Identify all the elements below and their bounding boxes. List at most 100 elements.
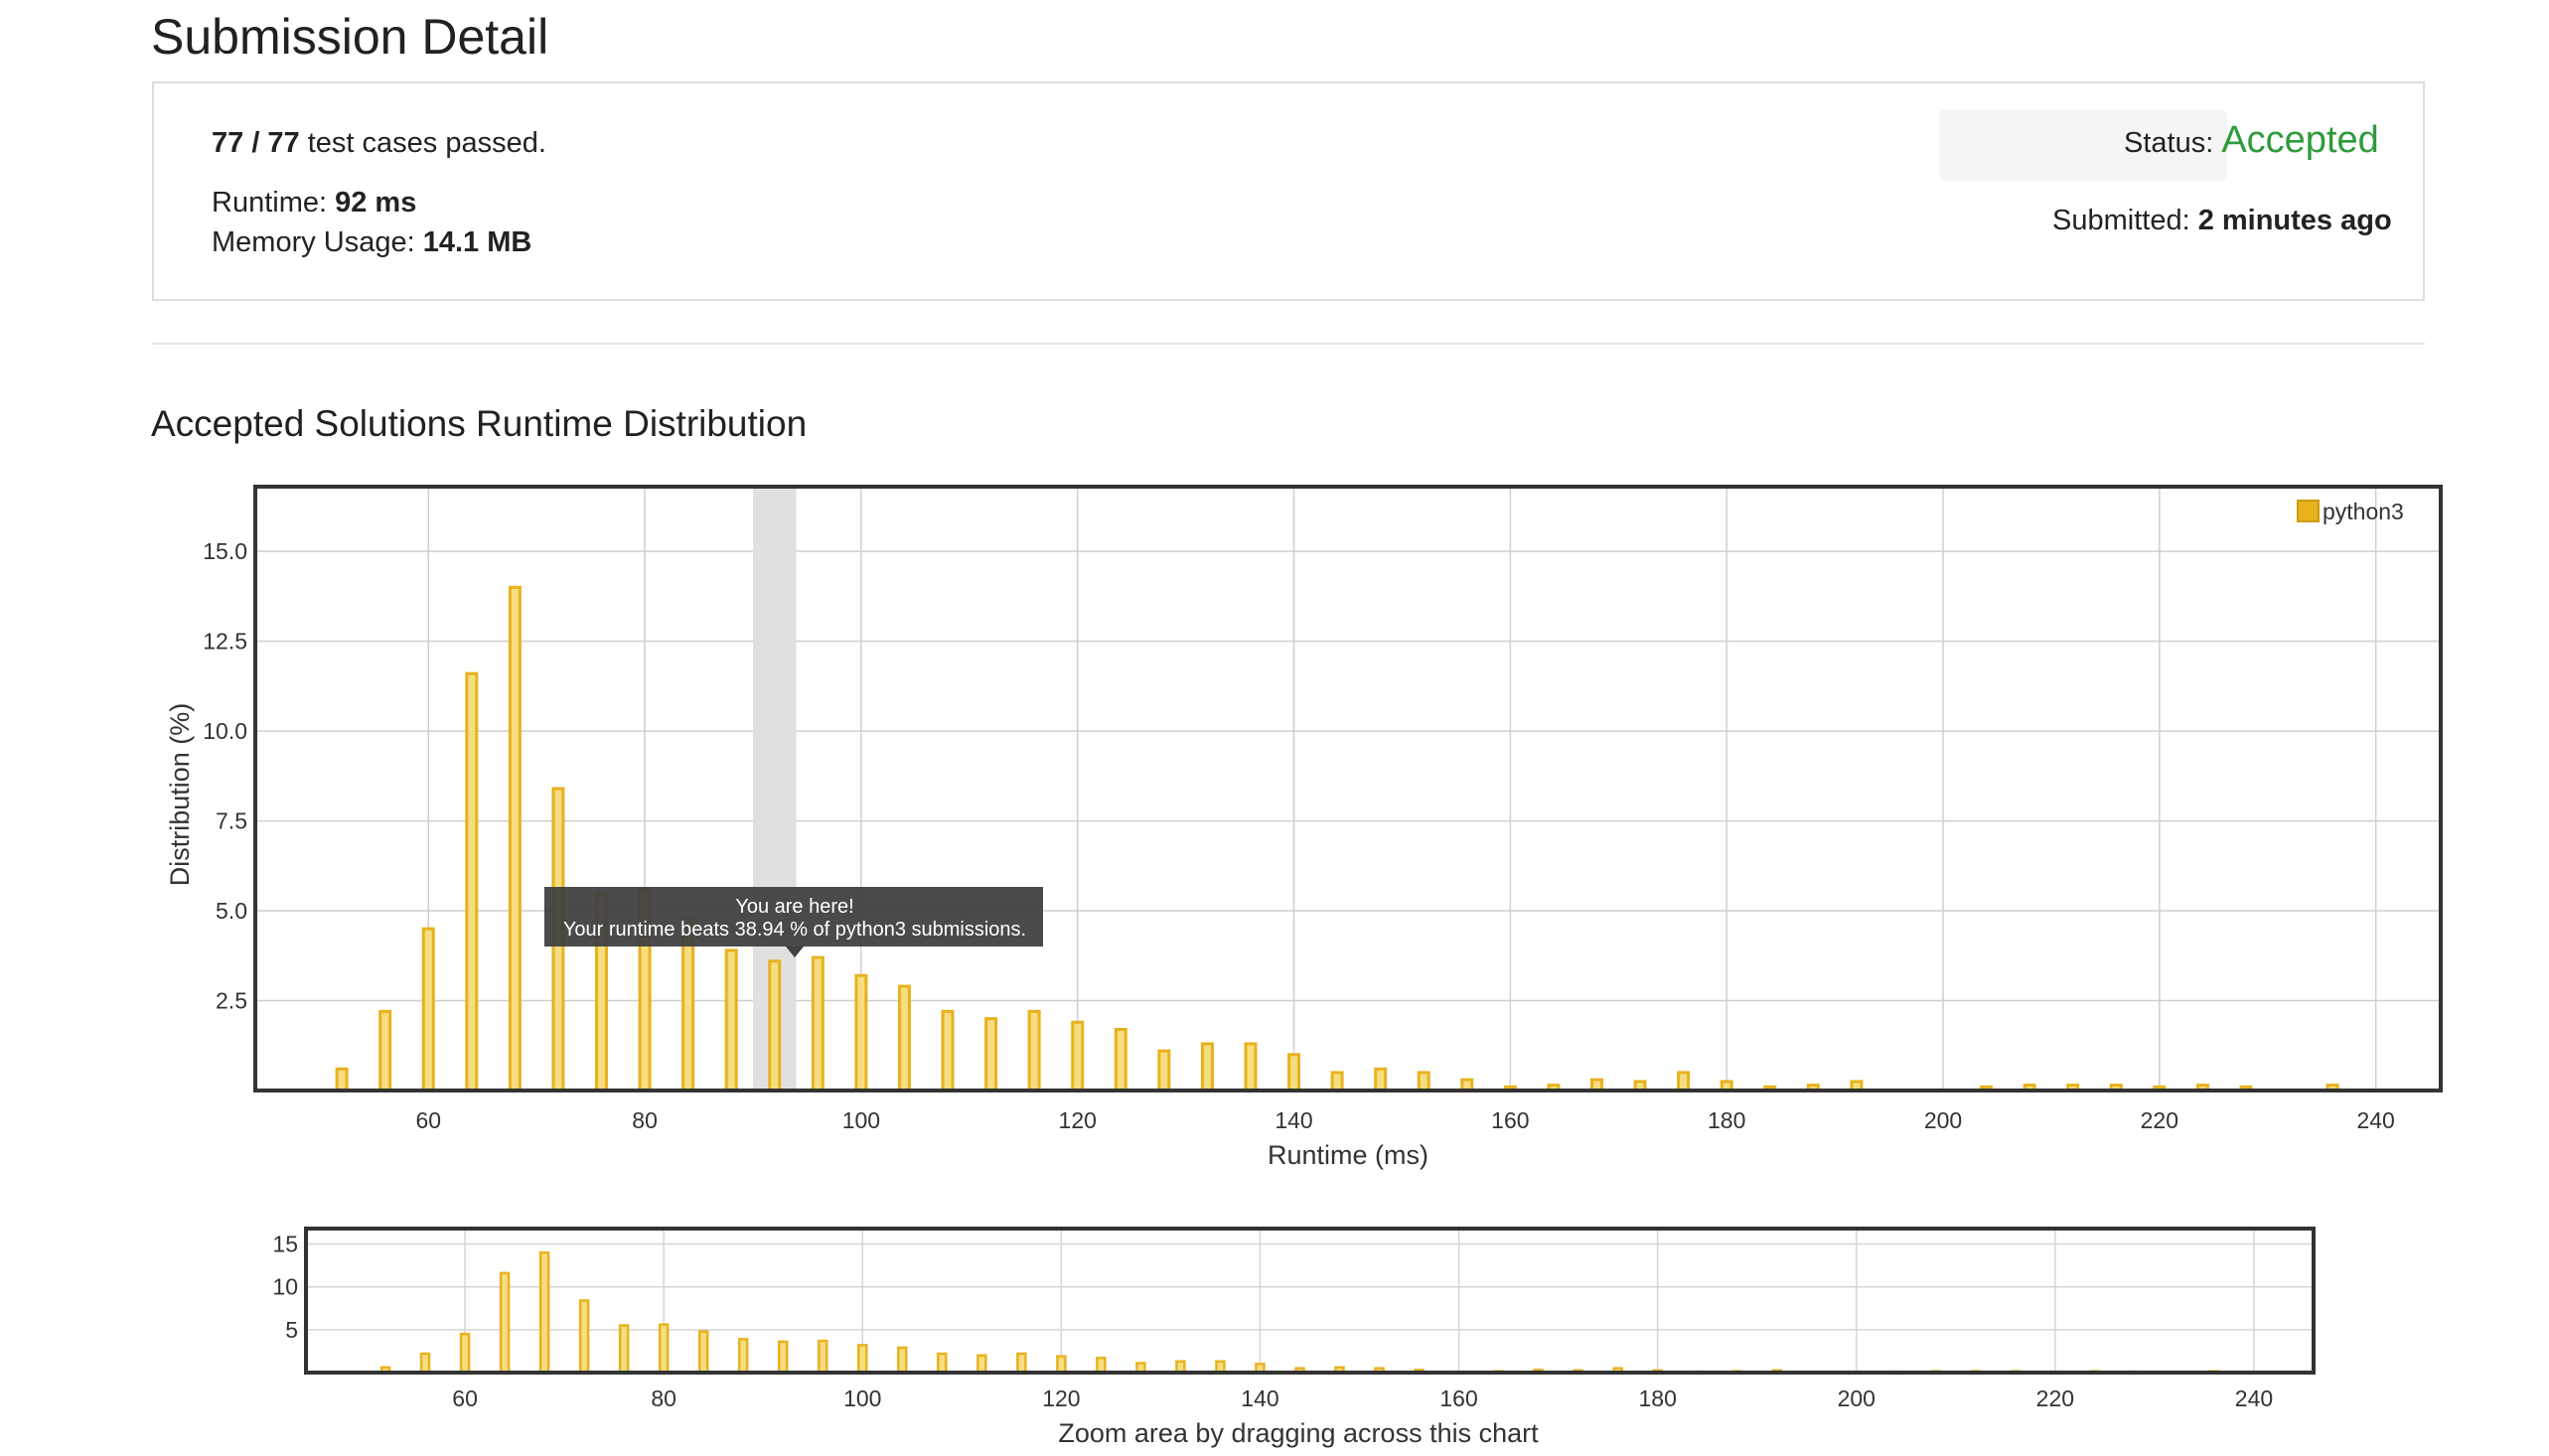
navigator-bar (499, 1271, 511, 1375)
x-tick-label: 80 (632, 1107, 658, 1133)
x-tick-label: 240 (2356, 1107, 2394, 1133)
status-label: Status: (2124, 127, 2222, 159)
main-plot-frame[interactable] (253, 485, 2443, 1092)
zoom-hint: Zoom area by dragging across this chart (1058, 1418, 1539, 1448)
x-tick-label: 100 (842, 1107, 880, 1133)
tooltip-title: You are here! (735, 896, 853, 918)
main-y-tick-labels: 2.5 5.0 7.5 10.0 12.5 15.0 (203, 538, 247, 1013)
bar[interactable] (1287, 1053, 1301, 1092)
y-tick-label: 10.0 (203, 718, 247, 744)
navigator-bar (1056, 1355, 1067, 1375)
y-axis-label: Distribution (%) (165, 703, 195, 887)
navigator-bar (618, 1324, 630, 1375)
bar[interactable] (1071, 1020, 1085, 1092)
bar[interactable] (465, 671, 479, 1092)
bar[interactable] (941, 1009, 955, 1092)
bar[interactable] (1027, 1009, 1041, 1092)
status-line: Status: Accepted (2124, 119, 2379, 162)
x-tick-label: 160 (1491, 1107, 1529, 1133)
main-bars (335, 585, 2339, 1092)
tooltip-text: Your runtime beats 38.94 % of python3 su… (563, 919, 1026, 941)
bar[interactable] (811, 955, 825, 1092)
bar[interactable] (1200, 1042, 1214, 1092)
navigator-x-tick-labels: 60 80 100 120 140 160 180 200 220 240 (452, 1385, 2273, 1411)
x-axis-label: Runtime (ms) (1268, 1140, 1428, 1170)
navigator-y-tick-labels: 5 10 15 (272, 1232, 298, 1343)
bar[interactable] (1244, 1042, 1258, 1092)
navigator-bar (777, 1340, 789, 1375)
navigator-bar (976, 1354, 987, 1375)
navigator-bar (1016, 1352, 1027, 1375)
tooltip-pointer (786, 946, 804, 957)
submitted-value: 2 minutes ago (2197, 205, 2392, 236)
navigator-bar (937, 1352, 948, 1375)
bar[interactable] (508, 585, 522, 1092)
bar[interactable] (1330, 1071, 1344, 1092)
bar[interactable] (378, 1009, 392, 1092)
section-divider (152, 343, 2425, 345)
y-tick-label: 12.5 (203, 629, 247, 655)
bar[interactable] (768, 959, 782, 1092)
navigator-x-tick-label: 160 (1439, 1385, 1477, 1411)
navigator-frame[interactable] (304, 1227, 2316, 1375)
test-cases-line: 77 / 77 test cases passed. (212, 127, 546, 160)
x-tick-label: 180 (1708, 1107, 1745, 1133)
test-cases-count: 77 / 77 (212, 127, 300, 159)
navigator-y-tick-label: 5 (285, 1317, 298, 1343)
bar[interactable] (421, 927, 435, 1092)
navigator-bars (379, 1250, 2220, 1375)
navigator-bar (459, 1332, 471, 1375)
navigator-bar (538, 1250, 550, 1375)
memory-line: Memory Usage: 14.1 MB (212, 226, 531, 259)
navigator-bar (658, 1323, 670, 1375)
navigator-x-tick-label: 240 (2235, 1385, 2273, 1411)
memory-label: Memory Usage: (212, 226, 423, 258)
bar[interactable] (724, 948, 738, 1092)
navigator-x-tick-label: 180 (1638, 1385, 1676, 1411)
navigator-bar (737, 1338, 749, 1375)
navigator-bar (857, 1344, 868, 1375)
navigator-y-tick-label: 15 (272, 1232, 298, 1257)
navigator-x-tick-label: 80 (651, 1385, 676, 1411)
bar[interactable] (854, 973, 868, 1092)
x-tick-label: 220 (2141, 1107, 2178, 1133)
main-x-tick-labels: 60 80 100 120 140 160 180 200 220 240 (415, 1107, 2394, 1133)
x-tick-label: 60 (415, 1107, 441, 1133)
test-cases-text: test cases passed. (299, 127, 546, 159)
bar[interactable] (1374, 1067, 1388, 1092)
bar[interactable] (1677, 1071, 1691, 1092)
x-tick-label: 140 (1274, 1107, 1312, 1133)
bar[interactable] (1417, 1071, 1430, 1092)
bar[interactable] (1157, 1049, 1171, 1092)
status-value: Accepted (2221, 119, 2379, 161)
runtime-tooltip: You are here! Your runtime beats 38.94 %… (544, 887, 1043, 957)
legend-label: python3 (2323, 499, 2404, 524)
runtime-label: Runtime: (212, 187, 336, 218)
navigator-x-tick-label: 120 (1042, 1385, 1080, 1411)
navigator-bar (419, 1352, 431, 1375)
bar[interactable] (984, 1017, 998, 1092)
legend[interactable]: python3 (2297, 499, 2404, 524)
y-tick-label: 15.0 (203, 538, 247, 564)
y-tick-label: 2.5 (216, 988, 247, 1014)
legend-swatch (2297, 500, 2320, 522)
navigator-x-tick-label: 220 (2036, 1385, 2074, 1411)
runtime-line: Runtime: 92 ms (212, 187, 416, 219)
bar[interactable] (335, 1067, 349, 1092)
bar[interactable] (1114, 1027, 1127, 1092)
submitted-label: Submitted: (2052, 205, 2198, 236)
navigator-bar (578, 1299, 590, 1375)
bar[interactable] (897, 984, 911, 1092)
page-title: Submission Detail (151, 9, 549, 65)
navigator-x-tick-label: 200 (1838, 1385, 1875, 1411)
navigator-bar (697, 1330, 709, 1375)
navigator-x-tick-label: 60 (452, 1385, 478, 1411)
main-grid (255, 487, 2441, 1091)
runtime-value: 92 ms (335, 187, 417, 218)
memory-value: 14.1 MB (422, 226, 532, 258)
status-badge (1939, 109, 2227, 181)
submitted-line: Submitted: 2 minutes ago (2052, 205, 2392, 237)
navigator-bar (897, 1346, 908, 1375)
navigator-grid (306, 1229, 2314, 1373)
